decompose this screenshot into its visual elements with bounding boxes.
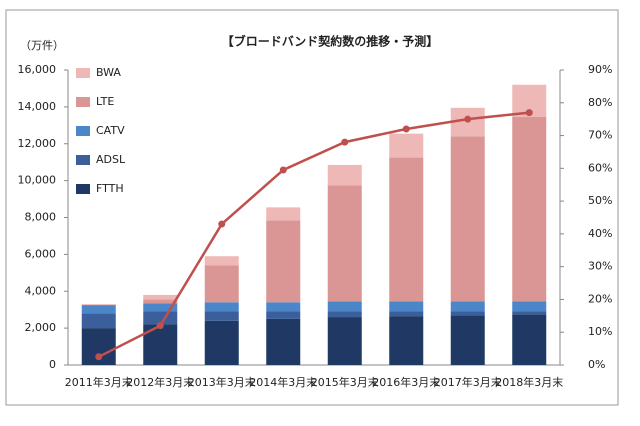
x-tick-label: 2014年3月末: [249, 375, 317, 389]
y-tick-label: 0: [49, 358, 56, 371]
bar-segment: [512, 314, 547, 365]
bar-segment: [327, 164, 362, 186]
bar-segment: [327, 317, 362, 365]
bar-segment: [389, 133, 424, 158]
line-point: [341, 138, 349, 146]
line-point: [95, 353, 103, 361]
bar-segment: [81, 305, 116, 314]
bar-segment: [204, 265, 239, 303]
bar-segment: [512, 301, 547, 312]
y-tick-label: 8,000: [25, 211, 57, 224]
bar-segment: [389, 316, 424, 365]
legend-swatch: [76, 97, 90, 107]
bar-segment: [327, 185, 362, 302]
bar-segment: [512, 311, 547, 315]
legend-label: FTTH: [96, 182, 124, 195]
x-tick-label: 2018年3月末: [495, 375, 563, 389]
x-tick-label: 2017年3月末: [434, 375, 502, 389]
line-point: [156, 322, 164, 330]
y2-tick-label: 40%: [588, 227, 612, 240]
y2-tick-label: 70%: [588, 129, 612, 142]
bar-segment: [143, 294, 178, 300]
y2-tick-label: 80%: [588, 96, 612, 109]
bar-segment: [266, 311, 301, 319]
y-tick-label: 16,000: [18, 63, 57, 76]
y2-tick-label: 10%: [588, 325, 612, 338]
frame: [5, 9, 619, 406]
bar-segment: [389, 157, 424, 302]
bar-segment: [327, 311, 362, 318]
legend-swatch: [76, 126, 90, 136]
bar-segment: [266, 220, 301, 303]
chart-title: 【ブロードバンド契約数の推移・予測】: [222, 34, 439, 49]
bar-segment: [204, 302, 239, 312]
bar-segment: [143, 311, 178, 325]
bar-segment: [143, 299, 178, 304]
x-tick-label: 2013年3月末: [188, 375, 256, 389]
y2-tick-label: 30%: [588, 260, 612, 273]
legend-label: ADSL: [96, 153, 126, 166]
y-tick-label: 6,000: [25, 247, 57, 260]
y2-tick-label: 20%: [588, 292, 612, 305]
bar-segment: [512, 117, 547, 302]
y2-tick-label: 0%: [588, 358, 605, 371]
y2-tick-label: 50%: [588, 194, 612, 207]
bar-segment: [450, 315, 485, 365]
bar-segment: [204, 311, 239, 321]
x-tick-label: 2012年3月末: [126, 375, 194, 389]
bar-segment: [266, 318, 301, 365]
bar-segment: [81, 313, 116, 329]
line-point: [279, 166, 287, 174]
bar-segment: [389, 301, 424, 312]
bar-segment: [266, 207, 301, 221]
bar-segment: [143, 303, 178, 312]
bar-segment: [327, 301, 362, 312]
x-tick-label: 2016年3月末: [372, 375, 440, 389]
line: [98, 111, 530, 358]
y2-tick-label: 90%: [588, 63, 612, 76]
line-point: [525, 109, 533, 117]
bar-segment: [389, 311, 424, 317]
bar-segment: [204, 320, 239, 365]
y-tick-label: 12,000: [18, 137, 57, 150]
y-unit: （万件）: [20, 39, 64, 52]
bar-segment: [450, 301, 485, 312]
legend-swatch: [76, 68, 90, 78]
line-point: [218, 220, 226, 228]
line-point: [464, 115, 472, 123]
x-tick-label: 2015年3月末: [311, 375, 379, 389]
y-tick-label: 10,000: [18, 174, 57, 187]
x-tick-label: 2011年3月末: [65, 375, 133, 389]
legend-label: BWA: [96, 66, 121, 79]
legend-label: CATV: [96, 124, 125, 137]
y-tick-label: 2,000: [25, 321, 57, 334]
legend-swatch: [76, 184, 90, 194]
y-tick-label: 4,000: [25, 284, 57, 297]
legend-label: LTE: [96, 95, 114, 108]
y2-tick-label: 60%: [588, 161, 612, 174]
bar-segment: [81, 304, 116, 306]
bar-segment: [450, 136, 485, 302]
legend-swatch: [76, 155, 90, 165]
bar-segment: [266, 302, 301, 312]
bar-segment: [450, 311, 485, 316]
bar-segment: [204, 256, 239, 266]
y-tick-label: 14,000: [18, 100, 57, 113]
line-point: [402, 125, 410, 133]
